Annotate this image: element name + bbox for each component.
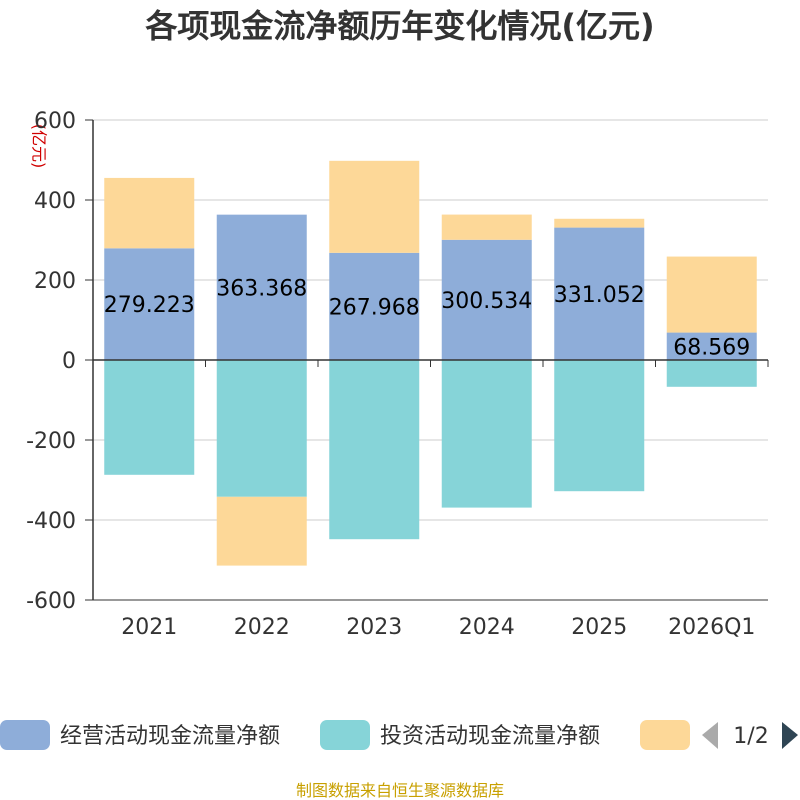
bar-s1-2026Q1 xyxy=(666,360,757,387)
y-tick-label-1: 400 xyxy=(34,189,76,214)
bar-s1-2025 xyxy=(554,360,645,492)
x-axis-ticks: 2021 2022 2023 2024 2025 2026Q1 xyxy=(92,360,769,640)
x-tick-label-2024: 2024 xyxy=(459,615,515,640)
y-tick-label-0: 600 xyxy=(34,109,76,134)
chart-title: 各项现金流净额历年变化情况(亿元) xyxy=(145,7,654,45)
x-tick-label-2021: 2021 xyxy=(121,615,177,640)
bar-s2-2025 xyxy=(554,218,645,228)
bar-s1-2022 xyxy=(216,360,307,497)
y-tick-label-2: 200 xyxy=(34,269,76,294)
x-tick-label-2026Q1: 2026Q1 xyxy=(668,615,755,640)
bar-s2-2022 xyxy=(216,496,307,566)
bar-s0-2026Q1 xyxy=(666,332,757,360)
bar-s1-2024 xyxy=(441,360,532,508)
data-label-2022: 363.368 xyxy=(216,276,307,301)
bar-s2-2026Q1 xyxy=(666,256,757,333)
bar-s2-2023 xyxy=(329,160,420,253)
y-tick-label-5: -400 xyxy=(26,509,76,534)
bar-s0-2023 xyxy=(329,252,420,360)
data-label-2023: 267.968 xyxy=(329,295,420,320)
legend-next-arrow-icon[interactable] xyxy=(782,722,798,749)
y-axis-label: (亿元) xyxy=(30,124,49,169)
data-label-2026Q1: 68.569 xyxy=(673,335,750,360)
bar-s1-2023 xyxy=(329,360,420,540)
data-label-2025: 331.052 xyxy=(554,283,645,308)
x-tick-label-2022: 2022 xyxy=(234,615,290,640)
bar-s0-2025 xyxy=(554,227,645,360)
bar-s0-2021 xyxy=(104,248,195,360)
data-label-2024: 300.534 xyxy=(441,289,532,314)
data-label-2021: 279.223 xyxy=(104,293,195,318)
legend-swatch-1 xyxy=(320,720,370,750)
y-tick-label-6: -600 xyxy=(26,589,76,614)
legend-page-indicator: 1/2 xyxy=(733,724,768,749)
source-note: 制图数据来自恒生聚源数据库 xyxy=(296,781,504,800)
legend-pager: 1/2 xyxy=(702,722,798,749)
bars xyxy=(104,160,757,566)
legend: 经营活动现金流量净额 投资活动现金流量净额 xyxy=(0,720,690,750)
bar-s2-2021 xyxy=(104,177,195,249)
legend-swatch-0 xyxy=(0,720,50,750)
legend-prev-arrow-icon[interactable] xyxy=(702,722,718,749)
bar-s0-2024 xyxy=(441,239,532,360)
data-labels: 279.223 363.368 267.968 300.534 331.052 68.56… xyxy=(104,276,750,360)
bar-s1-2021 xyxy=(104,360,195,475)
x-tick-label-2025: 2025 xyxy=(571,615,627,640)
legend-swatch-2 xyxy=(640,720,690,750)
legend-label-1: 投资活动现金流量净额 xyxy=(380,724,600,749)
y-axis-ticks: 600 400 200 0 -200 -400 -600 xyxy=(26,109,93,614)
bar-s0-2022 xyxy=(216,214,307,360)
x-tick-label-2023: 2023 xyxy=(346,615,402,640)
y-tick-label-4: -200 xyxy=(26,429,76,454)
y-tick-label-3: 0 xyxy=(62,349,76,374)
bar-s2-2024 xyxy=(441,214,532,240)
legend-label-0: 经营活动现金流量净额 xyxy=(60,724,280,749)
